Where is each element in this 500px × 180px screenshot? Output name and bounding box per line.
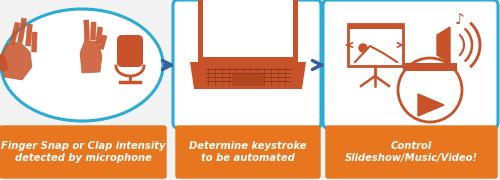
Polygon shape <box>437 27 450 63</box>
Ellipse shape <box>1 9 163 121</box>
FancyBboxPatch shape <box>0 126 166 178</box>
FancyBboxPatch shape <box>323 0 498 128</box>
Polygon shape <box>18 18 26 42</box>
FancyBboxPatch shape <box>232 74 264 86</box>
Polygon shape <box>418 94 444 116</box>
FancyBboxPatch shape <box>176 126 320 178</box>
FancyBboxPatch shape <box>326 126 497 178</box>
FancyBboxPatch shape <box>173 0 321 128</box>
FancyBboxPatch shape <box>203 0 293 57</box>
Polygon shape <box>26 24 32 46</box>
Polygon shape <box>90 22 96 40</box>
FancyBboxPatch shape <box>348 24 403 66</box>
Text: ♪: ♪ <box>455 12 465 28</box>
Polygon shape <box>84 20 89 40</box>
FancyBboxPatch shape <box>198 0 298 62</box>
Polygon shape <box>32 32 37 52</box>
Text: Control
Slideshow/Music/Video!: Control Slideshow/Music/Video! <box>345 141 478 163</box>
Polygon shape <box>0 54 8 72</box>
Circle shape <box>359 44 367 52</box>
FancyBboxPatch shape <box>403 63 457 71</box>
Circle shape <box>398 58 462 122</box>
Polygon shape <box>190 62 306 89</box>
Polygon shape <box>0 42 32 80</box>
Polygon shape <box>80 40 102 73</box>
Text: Determine keystroke
to be automated: Determine keystroke to be automated <box>189 141 307 163</box>
Polygon shape <box>98 35 107 50</box>
Polygon shape <box>96 27 102 43</box>
FancyBboxPatch shape <box>117 35 143 67</box>
FancyBboxPatch shape <box>348 24 403 29</box>
Polygon shape <box>10 22 20 45</box>
Text: Finger Snap or Clap intensity
detected by microphone: Finger Snap or Clap intensity detected b… <box>1 141 165 163</box>
